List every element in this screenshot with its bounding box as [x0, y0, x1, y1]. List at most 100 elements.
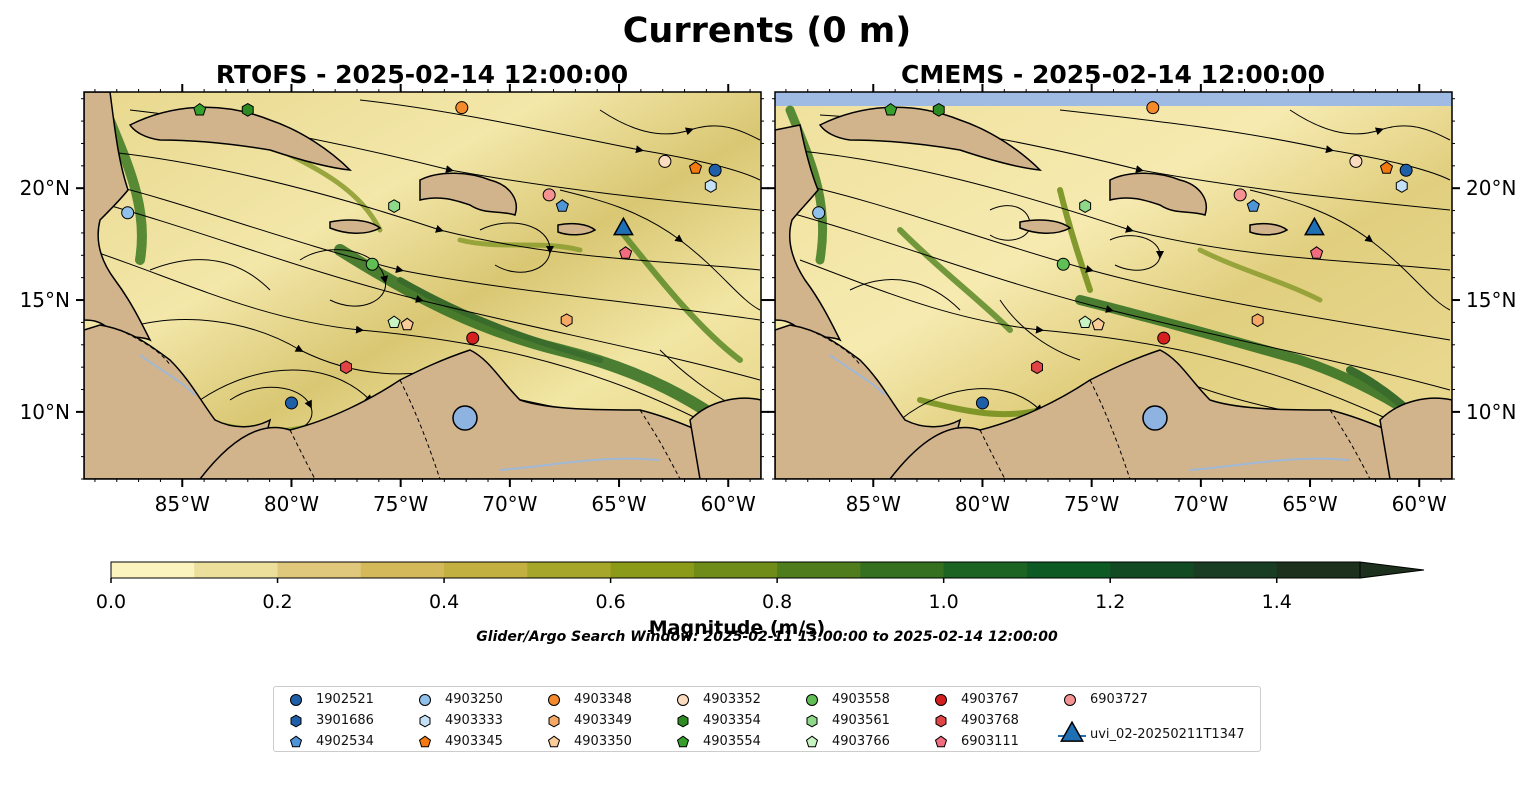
borders-rtofs: [119, 329, 681, 479]
colorbar-frame: [110, 561, 1361, 579]
marker-6903111-rtofs: [619, 246, 633, 259]
colorbar-tick-label: 1.2: [1095, 591, 1125, 613]
markers-cmems: [812, 101, 1413, 410]
colorbar-level: [194, 562, 279, 578]
lat-tick-label-rtofs: 20°N: [20, 176, 70, 200]
colorbar-tick-label: 0.2: [262, 591, 292, 613]
rivers-rtofs: [139, 354, 661, 471]
no-data-band-cmems: [775, 92, 1452, 106]
legend-marker-icon: [677, 694, 689, 706]
colorbar-level: [777, 562, 861, 578]
marker-6903727-cmems: [1233, 188, 1247, 202]
axes-cmems: 85°W 80°W 75°W 70°W 65°W 60°W 10°N 15°N 20°N: [767, 84, 1516, 516]
legend-label: 4903250: [445, 692, 503, 707]
marker-4903768-cmems: [1031, 360, 1043, 375]
marker-4903250-rtofs: [121, 206, 135, 220]
axes-rtofs: 85°W 80°W 75°W 70°W 65°W 60°W 10°N 15°N 20°N: [20, 84, 769, 516]
legend-marker-icon: [676, 735, 690, 748]
marker-4902534-rtofs: [555, 199, 569, 212]
legend-label: 4903352: [703, 692, 761, 707]
lon-tick-label-rtofs: 70°W: [482, 492, 537, 516]
marker-uvi_02-20250211T1347-rtofs: [612, 216, 634, 236]
lon-tick-label-cmems: 85°W: [846, 492, 901, 516]
marker-4903766-cmems: [1078, 315, 1092, 328]
markers-rtofs: [121, 101, 722, 410]
legend-label: uvi_02-20250211T1347: [1090, 727, 1245, 742]
lat-tick-label-rtofs: 15°N: [20, 288, 70, 312]
legend-marker-icon: [935, 694, 947, 706]
streamlines-cmems: [779, 109, 1451, 463]
colorbar-level: [527, 562, 612, 578]
panel-cmems: CMEMS - 2025-02-14 12:00:00: [767, 60, 1516, 516]
rivers-cmems: [829, 354, 1351, 471]
legend-marker-icon: [548, 714, 560, 728]
panel-title-cmems: CMEMS - 2025-02-14 12:00:00: [901, 60, 1325, 89]
marker-4903554-cmems: [884, 102, 898, 116]
marker-4903767-cmems: [1157, 331, 1171, 345]
marker-4903349-rtofs: [560, 313, 573, 328]
colorbar-level: [610, 562, 695, 578]
colorbar-level: [1110, 562, 1194, 578]
marker-4903333-cmems: [1395, 179, 1408, 193]
legend-marker-icon: [1058, 720, 1086, 742]
marker-4903558-cmems: [1056, 257, 1070, 271]
lon-tick-label-cmems: 60°W: [1392, 492, 1447, 516]
marker-4903768-rtofs: [340, 360, 352, 375]
legend-marker-icon: [806, 714, 818, 728]
legend-label: 4903333: [445, 713, 503, 728]
legend-marker-icon: [935, 714, 947, 728]
search-window-note: Glider/Argo Search Window: 2025-02-11 13…: [476, 629, 1058, 645]
legend-label: 4903561: [832, 713, 890, 728]
lon-tick-label-rtofs: 75°W: [373, 492, 428, 516]
marker-1902521-cmems: [1399, 163, 1413, 177]
colorbar-tick-label: 1.0: [929, 591, 959, 613]
marker-1902521-cmems: [975, 396, 989, 410]
marker-4903348-cmems: [1146, 101, 1160, 115]
land-rtofs: [84, 92, 761, 479]
marker-4903352-rtofs: [658, 154, 672, 168]
lat-tick-label-cmems: 20°N: [1466, 176, 1516, 200]
legend-marker-icon: [805, 735, 819, 748]
legend-marker-icon: [419, 694, 431, 706]
colorbar-level: [277, 562, 362, 578]
marker-6903111-cmems: [1310, 246, 1324, 259]
lon-tick-label-rtofs: 65°W: [591, 492, 646, 516]
lat-tick-label-cmems: 10°N: [1466, 400, 1516, 424]
lat-tick-label-rtofs: 10°N: [20, 400, 70, 424]
marker-1902521-rtofs: [708, 163, 722, 177]
legend-marker-icon: [419, 714, 431, 728]
legend-label: 4903350: [574, 734, 632, 749]
marker-4903767-rtofs: [466, 331, 480, 345]
legend-label: 4903558: [832, 692, 890, 707]
colorbar-tick-label: 1.4: [1262, 591, 1292, 613]
colorbar-level: [111, 562, 195, 578]
marker-4903350-cmems: [1091, 317, 1105, 331]
marker-4902534-cmems: [1246, 199, 1260, 212]
panel-title-rtofs: RTOFS - 2025-02-14 12:00:00: [216, 60, 628, 89]
land-cmems: [775, 106, 1452, 479]
colorbar-label: Magnitude (m/s): [649, 617, 826, 639]
marker-4903348-rtofs: [455, 101, 469, 115]
borders-cmems: [809, 329, 1371, 479]
legend-marker-icon: [677, 714, 689, 728]
colorbar: 0.0 0.2 0.4 0.6 0.8 1.0 1.2 1.4 Magnitude (m/s): [96, 561, 1425, 639]
colorbar-extend-arrow: [1359, 561, 1425, 579]
colorbar-level: [943, 562, 1028, 578]
legend-label: 4903349: [574, 713, 632, 728]
marker-1902521-rtofs: [284, 396, 298, 410]
marker-6903727-rtofs: [542, 188, 556, 202]
colorbar-level: [360, 562, 445, 578]
panel-rtofs: RTOFS - 2025-02-14 12:00:00: [20, 60, 769, 516]
legend-marker-icon: [548, 694, 560, 706]
legend-marker-icon: [418, 735, 432, 748]
lon-tick-label-rtofs: 85°W: [155, 492, 210, 516]
lon-tick-label-cmems: 80°W: [955, 492, 1010, 516]
colorbar-tick-label: 0.4: [429, 591, 459, 613]
legend-marker-icon: [290, 714, 302, 728]
marker-4903561-rtofs: [388, 199, 401, 213]
marker-4903352-cmems: [1349, 154, 1363, 168]
legend-marker-icon: [290, 694, 302, 706]
marker-4903350-rtofs: [400, 317, 414, 331]
marker-4903250-cmems: [812, 206, 826, 220]
